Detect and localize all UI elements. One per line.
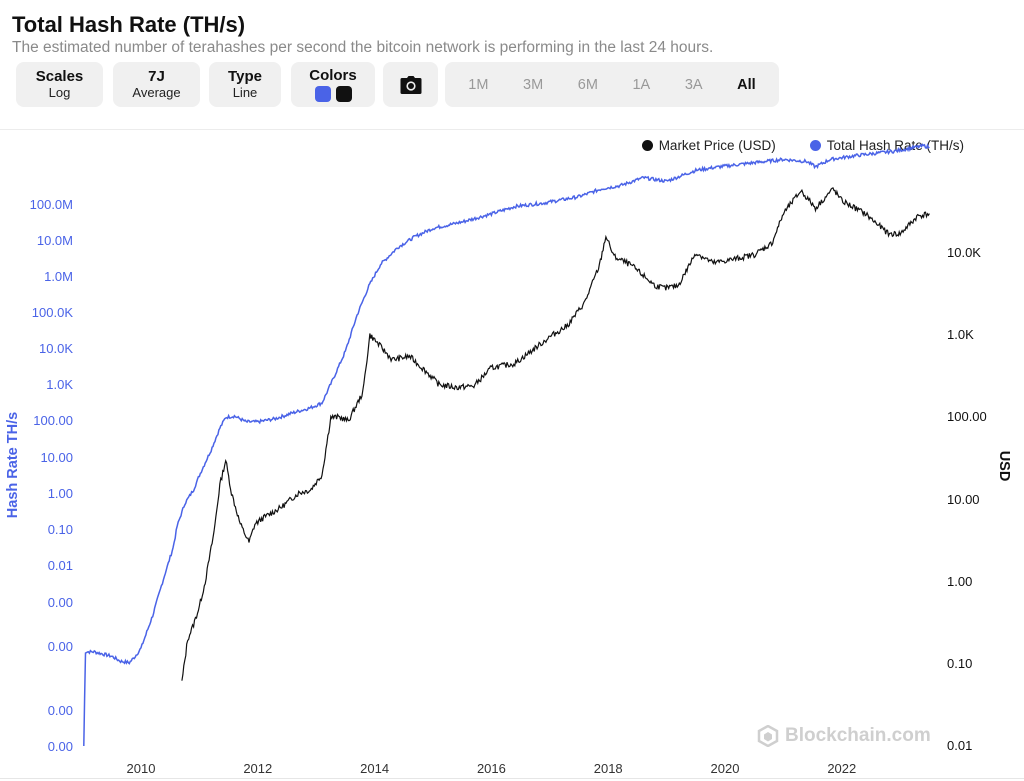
x-tick-label: 2010: [127, 761, 156, 776]
x-tick-label: 2020: [711, 761, 740, 776]
average-label: 7J: [148, 68, 165, 85]
watermark-text: Blockchain.com: [785, 725, 931, 746]
range-1a[interactable]: 1A: [632, 76, 651, 93]
left-tick-label: 10.0K: [39, 341, 73, 356]
hash-rate-series-line: [83, 143, 930, 747]
left-tick-label: 10.00: [40, 450, 73, 465]
blockchain-watermark: Blockchain.com: [757, 725, 931, 747]
blockchain-logo-icon: [757, 725, 779, 747]
left-axis: 100.0M 10.0M 1.0M 100.0K 10.0K 1.0K 100.00 10.0…: [30, 197, 74, 754]
right-tick-label: 10.0K: [947, 245, 981, 260]
left-tick-label: 0.01: [48, 558, 73, 573]
legend-label-hash: Total Hash Rate (TH/s): [826, 138, 964, 153]
colors-label: Colors: [309, 67, 357, 84]
colors-button[interactable]: Colors: [291, 62, 375, 107]
range-3a[interactable]: 3A: [684, 76, 703, 93]
scales-label: Scales: [35, 68, 84, 85]
legend-label-price: Market Price (USD): [658, 138, 776, 153]
type-button[interactable]: Type Line: [209, 62, 281, 107]
right-tick-label: 0.01: [947, 738, 972, 753]
x-tick-label: 2018: [594, 761, 623, 776]
right-tick-label: 1.00: [947, 574, 972, 589]
left-tick-label: 1.0M: [44, 269, 73, 284]
x-tick-label: 2022: [827, 761, 856, 776]
scales-button[interactable]: Scales Log: [16, 62, 103, 107]
scales-value: Log: [48, 85, 71, 100]
screenshot-button[interactable]: [383, 62, 438, 107]
left-tick-label: 0.10: [48, 522, 73, 537]
type-label: Type: [228, 68, 262, 85]
left-tick-label: 10.0M: [37, 233, 73, 248]
left-tick-label: 100.0K: [32, 305, 74, 320]
header-divider: [0, 129, 1024, 130]
type-value: Line: [232, 85, 258, 100]
range-6m[interactable]: 6M: [577, 76, 598, 93]
hash-color-swatch[interactable]: [314, 86, 331, 102]
price-color-swatch[interactable]: [335, 86, 352, 102]
legend-dot-hash: [809, 140, 821, 151]
left-tick-label: 0.00: [48, 703, 73, 718]
x-axis: 2010 2012 2014 2016 2018 2020 2022: [127, 761, 857, 776]
left-tick-label: 0.00: [48, 639, 73, 654]
right-tick-label: 100.00: [947, 409, 987, 424]
range-all[interactable]: All: [737, 76, 756, 93]
range-3m[interactable]: 3M: [523, 76, 544, 93]
x-tick-label: 2014: [360, 761, 389, 776]
legend-dot-price: [641, 140, 653, 151]
right-tick-label: 1.0K: [947, 327, 974, 342]
page-title: Total Hash Rate (TH/s): [12, 12, 246, 37]
average-button[interactable]: 7J Average: [113, 62, 200, 107]
x-tick-label: 2016: [477, 761, 506, 776]
left-tick-label: 1.0K: [46, 377, 73, 392]
left-tick-label: 0.00: [48, 739, 73, 754]
right-tick-label: 10.00: [947, 492, 980, 507]
legend-item-price[interactable]: Market Price (USD): [641, 138, 776, 153]
camera-icon: [400, 75, 421, 94]
right-axis: 10.0K 1.0K 100.00 10.00 1.00 0.10 0.01: [947, 245, 987, 753]
left-tick-label: 100.0M: [30, 197, 73, 212]
left-tick-label: 100.00: [33, 413, 73, 428]
left-axis-label: Hash Rate TH/s: [5, 412, 21, 518]
right-axis-label: USD: [996, 451, 1012, 482]
average-value: Average: [132, 85, 181, 100]
footer-divider: [0, 778, 1024, 779]
chart-legend: Market Price (USD) Total Hash Rate (TH/s…: [641, 138, 964, 153]
left-tick-label: 0.00: [48, 595, 73, 610]
page-subtitle: The estimated number of terahashes per s…: [12, 39, 714, 56]
legend-item-hash[interactable]: Total Hash Rate (TH/s): [809, 138, 964, 153]
x-tick-label: 2012: [243, 761, 272, 776]
right-tick-label: 0.10: [947, 656, 972, 671]
left-tick-label: 1.00: [48, 486, 73, 501]
market-price-series-line: [181, 187, 930, 681]
time-range-selector: 1M 3M 6M 1A 3A All: [445, 62, 779, 107]
range-1m[interactable]: 1M: [468, 76, 489, 93]
